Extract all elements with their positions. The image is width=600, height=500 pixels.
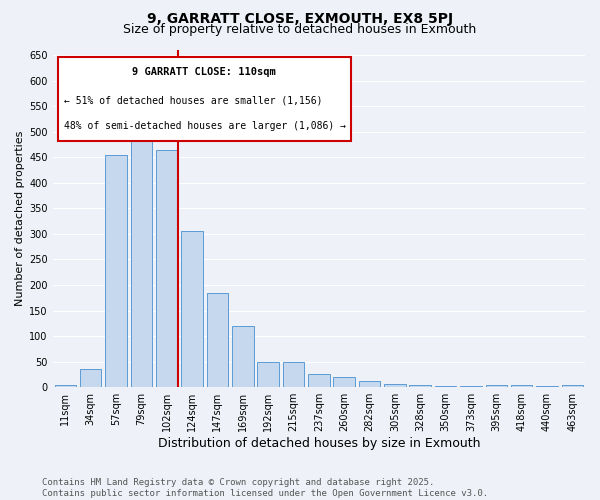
Bar — [156, 150, 178, 387]
Bar — [206, 292, 228, 387]
Text: 9 GARRATT CLOSE: 110sqm: 9 GARRATT CLOSE: 110sqm — [133, 67, 276, 77]
Bar — [131, 119, 152, 387]
Bar — [511, 384, 532, 387]
Text: Size of property relative to detached houses in Exmouth: Size of property relative to detached ho… — [124, 24, 476, 36]
Bar — [435, 386, 457, 387]
Bar — [536, 386, 558, 387]
Bar — [232, 326, 254, 387]
Text: 9, GARRATT CLOSE, EXMOUTH, EX8 5PJ: 9, GARRATT CLOSE, EXMOUTH, EX8 5PJ — [147, 12, 453, 26]
Text: Contains HM Land Registry data © Crown copyright and database right 2025.
Contai: Contains HM Land Registry data © Crown c… — [42, 478, 488, 498]
Bar — [359, 381, 380, 387]
Bar — [384, 384, 406, 387]
Bar — [562, 385, 583, 387]
FancyBboxPatch shape — [58, 56, 351, 141]
Bar — [409, 384, 431, 387]
Text: ← 51% of detached houses are smaller (1,156): ← 51% of detached houses are smaller (1,… — [64, 96, 323, 106]
Bar — [257, 362, 279, 387]
Bar — [105, 154, 127, 387]
X-axis label: Distribution of detached houses by size in Exmouth: Distribution of detached houses by size … — [158, 437, 480, 450]
Bar — [334, 377, 355, 387]
Bar — [80, 370, 101, 387]
Bar — [283, 362, 304, 387]
Bar — [460, 386, 482, 387]
Y-axis label: Number of detached properties: Number of detached properties — [15, 131, 25, 306]
Bar — [308, 374, 329, 387]
Bar — [181, 232, 203, 387]
Bar — [55, 384, 76, 387]
Text: 48% of semi-detached houses are larger (1,086) →: 48% of semi-detached houses are larger (… — [64, 121, 346, 131]
Bar — [485, 384, 507, 387]
